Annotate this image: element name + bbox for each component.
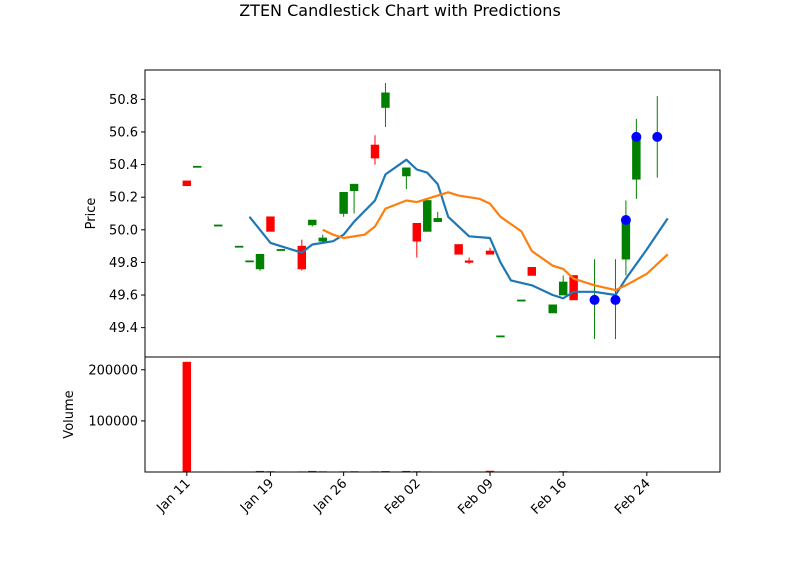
volume-ytick-label: 200000 xyxy=(88,363,138,378)
candle-body xyxy=(632,136,641,180)
prediction-marker xyxy=(631,131,642,142)
price-ytick-label: 49.6 xyxy=(109,289,138,304)
price-ytick-label: 50.6 xyxy=(109,125,138,140)
candle-body xyxy=(245,260,254,263)
price-ytick-label: 50.0 xyxy=(109,223,138,238)
price-ytick-label: 50.2 xyxy=(109,191,138,206)
moving-average-line-2 xyxy=(322,191,669,292)
x-tick-label: Feb 24 xyxy=(612,476,654,518)
x-tick-label: Feb 16 xyxy=(529,476,571,518)
candle-body xyxy=(423,200,432,232)
price-panel: 49.4 49.6 49.8 50.0 50.2 50.4 50.6 50.8 Price xyxy=(84,69,721,358)
candle-body xyxy=(433,218,442,222)
candle-body xyxy=(193,165,202,168)
chart-title: ZTEN Candlestick Chart with Predictions xyxy=(239,1,561,20)
candle-body xyxy=(213,224,223,227)
candle-body xyxy=(412,222,422,242)
volume-ytick-label: 100000 xyxy=(88,414,138,429)
x-tick-label: Jan 11 xyxy=(154,476,194,516)
candle-body xyxy=(339,192,348,214)
moving-average-line-1 xyxy=(248,158,669,300)
candle-body xyxy=(464,260,474,263)
candle-body xyxy=(349,183,359,191)
price-ytick-label: 50.4 xyxy=(109,158,138,173)
candle-body xyxy=(548,304,557,314)
x-tick-label: Jan 19 xyxy=(237,476,277,516)
prediction-marker xyxy=(610,294,621,305)
x-tick-label: Jan 26 xyxy=(310,476,350,516)
candle-body xyxy=(485,250,495,255)
candle-body xyxy=(454,244,463,255)
candle-body xyxy=(517,299,526,302)
volume-panel-frame xyxy=(144,356,721,473)
candle-body xyxy=(558,281,568,296)
candle-body xyxy=(182,180,192,187)
prediction-marker xyxy=(652,131,663,142)
price-ytick-label: 49.4 xyxy=(109,321,138,336)
candle-body xyxy=(402,167,411,177)
candle-body xyxy=(370,144,380,159)
volume-bar xyxy=(182,361,192,473)
candle-body xyxy=(255,253,265,270)
volume-panel: 100000 200000 Volume xyxy=(62,356,721,473)
price-axis-label: Price xyxy=(84,198,99,230)
price-ytick-label: 49.8 xyxy=(109,256,138,271)
prediction-marker xyxy=(589,294,600,305)
x-tick-label: Feb 02 xyxy=(382,476,424,518)
candle-body xyxy=(308,219,317,226)
candle-body xyxy=(569,275,578,301)
candle-body xyxy=(318,237,327,242)
candle-body xyxy=(297,245,307,270)
x-axis: Jan 11 Jan 19 Jan 26 Feb 02 Feb 09 Feb 16 Feb … xyxy=(154,472,654,518)
candle-body xyxy=(266,216,275,232)
volume-axis-label: Volume xyxy=(62,390,77,438)
candle-body xyxy=(621,219,631,260)
candle-body xyxy=(234,245,244,248)
price-ytick-label: 50.8 xyxy=(109,93,138,108)
prediction-marker xyxy=(620,215,631,226)
candle-body xyxy=(496,335,505,338)
price-panel-frame xyxy=(144,69,721,358)
candle-body xyxy=(527,267,537,276)
x-tick-label: Feb 09 xyxy=(455,476,497,518)
candle-body xyxy=(276,249,286,251)
candle-body xyxy=(381,92,390,108)
